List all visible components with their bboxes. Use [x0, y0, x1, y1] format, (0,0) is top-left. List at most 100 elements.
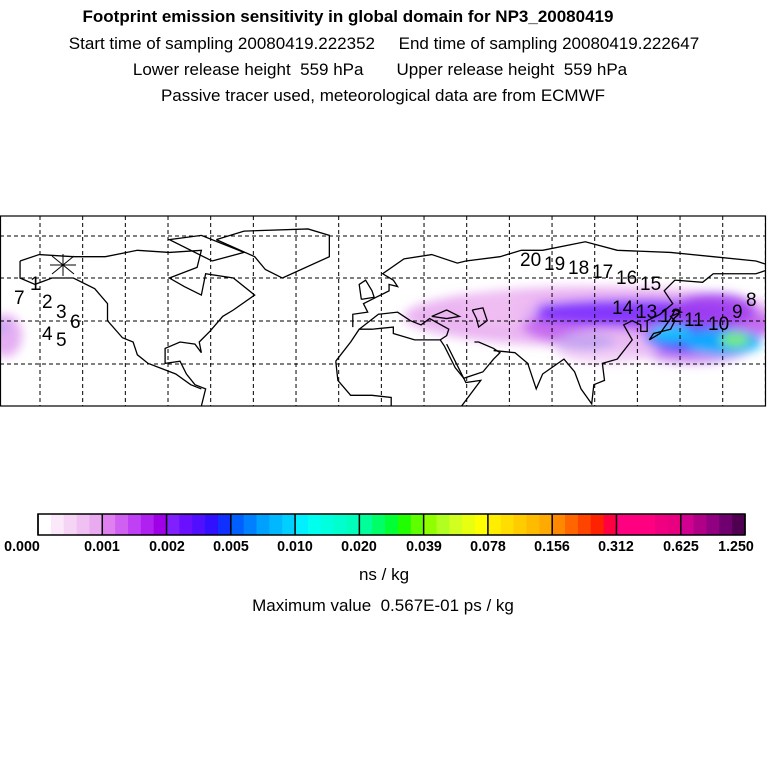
coastline	[446, 341, 502, 380]
colorbar-swatch	[487, 514, 502, 535]
colorbar-tick-label: 0.002	[148, 538, 185, 555]
colorbar-swatch	[385, 514, 399, 535]
colorbar-swatch	[732, 514, 746, 535]
colorbar-swatch	[256, 514, 270, 535]
trajectory-label: 17	[592, 262, 613, 283]
trajectory-label: 2	[42, 292, 53, 313]
colorbar-swatch	[655, 514, 669, 535]
trajectory-label: 4	[42, 324, 53, 345]
colorbar-swatch	[410, 514, 425, 535]
plume-patch	[649, 324, 692, 343]
coastline	[19, 249, 256, 406]
trajectory-label: 11	[684, 310, 704, 331]
colorbar-swatch	[539, 514, 553, 535]
trajectory-label: 16	[616, 268, 637, 289]
colorbar-swatch	[513, 514, 527, 535]
plume-patch	[670, 292, 756, 328]
colorbar-swatch	[693, 514, 707, 535]
colorbar-swatch	[282, 514, 296, 535]
coastline	[648, 309, 684, 341]
trajectory-label: 10	[708, 314, 729, 335]
colorbar-tick-label: 1.250	[718, 538, 754, 555]
colorbar-swatch	[217, 514, 232, 535]
tracer-info-line: Passive tracer used, meteorological data…	[160, 86, 606, 105]
figure-title: Footprint emission sensitivity in global…	[82, 7, 614, 26]
release-location-marker-icon	[50, 254, 76, 276]
trajectory-label: 13	[636, 302, 657, 323]
trajectory-label: 1	[30, 274, 41, 295]
colorbar-tick-label: 0.312	[598, 538, 635, 555]
colorbar-swatch	[333, 514, 348, 535]
coastline	[216, 228, 330, 279]
colorbar-swatch	[63, 514, 78, 535]
colorbar-swatch	[680, 514, 695, 535]
colorbar-swatch	[76, 514, 90, 535]
colorbar-swatch	[295, 514, 309, 535]
colorbar-swatch	[38, 514, 52, 535]
trajectory-label: 6	[70, 312, 81, 333]
trajectory-label: 20	[520, 250, 541, 271]
colorbar-swatch	[269, 514, 283, 535]
colorbar-swatch	[526, 514, 540, 535]
colorbar-swatch	[719, 514, 733, 535]
colorbar-swatch	[552, 514, 566, 535]
colorbar-swatch	[577, 514, 592, 535]
colorbar-tick-label: 0.156	[534, 538, 571, 555]
plume-patch	[719, 333, 750, 347]
colorbar-swatch	[590, 514, 605, 535]
trajectory-label: 14	[612, 298, 634, 319]
colorbar-swatch	[629, 514, 643, 535]
colorbar-swatch	[192, 514, 206, 535]
colorbar-swatch	[359, 514, 373, 535]
colorbar-swatch	[320, 514, 335, 535]
colorbar-swatch	[102, 514, 116, 535]
coastline	[352, 241, 766, 328]
colorbar-swatch	[153, 514, 168, 535]
sampling-time-line: Start time of sampling 20080419.222352 E…	[68, 34, 700, 53]
colorbar-swatch	[50, 514, 65, 535]
colorbar-swatch	[436, 514, 450, 535]
colorbar-swatch	[616, 514, 630, 535]
coastline	[335, 361, 392, 406]
colorbar-swatch	[140, 514, 155, 535]
trajectory-label: 3	[56, 302, 67, 323]
colorbar-swatch	[346, 514, 360, 535]
colorbar-tick-label: 0.001	[84, 538, 121, 555]
colorbar-swatch	[475, 514, 489, 535]
coastline	[335, 326, 483, 406]
trajectory-label: 8	[746, 290, 757, 311]
colorbar-swatch	[307, 514, 322, 535]
colorbar-swatch	[115, 514, 129, 535]
colorbar-swatch	[642, 514, 656, 535]
colorbar-frame	[37, 513, 746, 536]
colorbar-swatch	[449, 514, 463, 535]
plume-patch	[555, 333, 616, 351]
colorbar-swatch	[89, 514, 103, 535]
coastline	[19, 260, 202, 390]
coastline	[358, 311, 450, 341]
colorbar-swatch	[565, 514, 579, 535]
map-frame	[0, 215, 767, 407]
colorbar-unit: ns / kg	[358, 565, 410, 584]
colorbar-tick-label: 0.039	[405, 538, 442, 555]
trajectory-label: 9	[732, 302, 743, 323]
coastline	[471, 307, 488, 329]
colorbar-swatch	[462, 514, 476, 535]
colorbar-swatch	[205, 514, 219, 535]
trajectory-label: 15	[640, 274, 661, 295]
colorbar-tick-label: 0.078	[470, 538, 506, 555]
colorbar-tick-label: 0.005	[212, 538, 249, 555]
colorbar-tick-label: 0.625	[662, 538, 699, 555]
colorbar-swatch	[230, 514, 245, 535]
sensitivity-plume	[0, 286, 766, 364]
colorbar-tick-label: 0.020	[341, 538, 378, 555]
colorbar-swatch	[243, 514, 258, 535]
colorbar	[37, 513, 746, 536]
colorbar-swatch	[166, 514, 180, 535]
coastlines	[19, 228, 766, 406]
plume-patch	[461, 292, 539, 328]
trajectory-label: 19	[544, 254, 565, 275]
colorbar-swatch	[372, 514, 386, 535]
